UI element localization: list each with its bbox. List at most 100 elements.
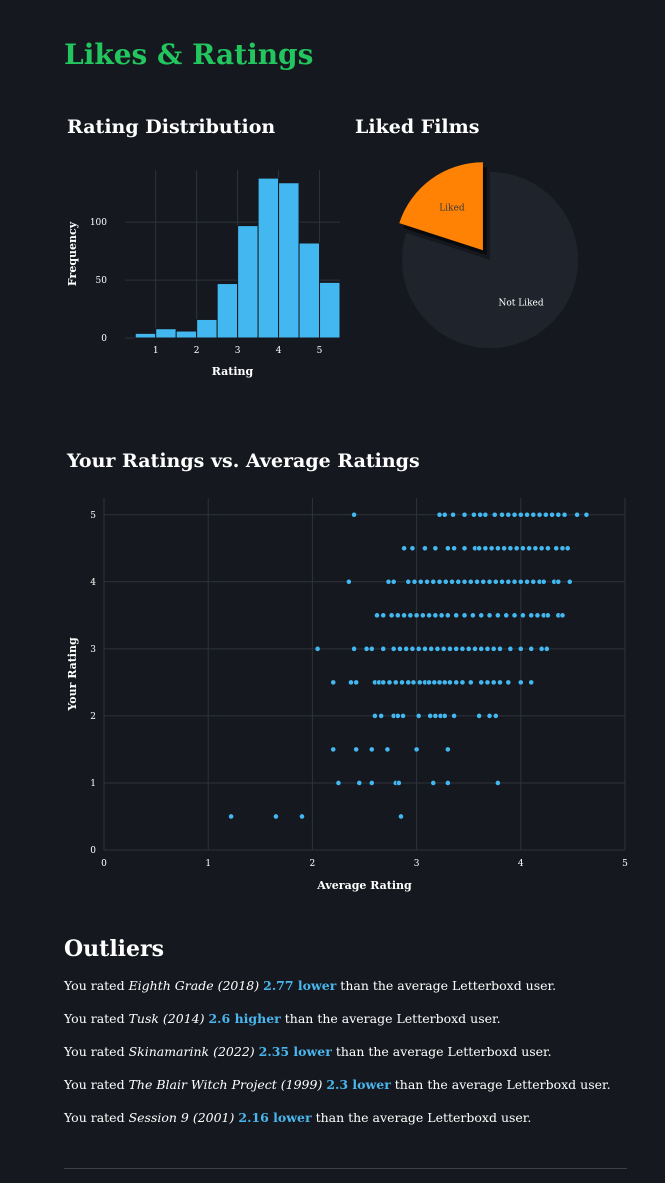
scatter-point [517, 578, 524, 585]
scatter-point [351, 511, 357, 518]
y-tick-label: 50 [96, 276, 108, 286]
scatter-point [417, 578, 424, 585]
scatter-point [459, 645, 466, 652]
scatter-point [530, 511, 537, 518]
scatter-point [499, 511, 505, 518]
x-tick-label: 4 [518, 859, 524, 869]
histogram-bar [278, 182, 300, 339]
scatter-point [438, 612, 445, 619]
scatter-point [444, 746, 451, 753]
x-axis-label: Rating [212, 365, 254, 378]
pie-slice [399, 162, 483, 251]
scatter-point [467, 679, 474, 686]
scatter-point [465, 645, 472, 652]
scatter-point [430, 578, 437, 585]
scatter-point [415, 713, 422, 719]
scatter-point [461, 545, 468, 552]
y-tick-label: 4 [90, 578, 96, 588]
scatter-point [532, 545, 539, 552]
scatter-point [394, 612, 401, 619]
scatter-point [517, 679, 524, 686]
x-tick-label: 1 [205, 859, 211, 869]
scatter-point [583, 511, 590, 518]
scatter-point [472, 645, 478, 652]
scatter-point [415, 645, 422, 652]
scatter-point [524, 511, 530, 518]
outlier-diff: 2.3 lower [326, 1077, 391, 1092]
outlier-item: You rated The Blair Witch Project (1999)… [64, 1077, 644, 1093]
scatter-point [530, 578, 537, 585]
scatter-point [314, 645, 321, 652]
scatter-point [413, 746, 420, 753]
x-tick-label: 0 [101, 859, 107, 869]
scatter-point [451, 713, 458, 719]
scatter-point [549, 511, 555, 518]
scatter-point [497, 645, 503, 652]
scatter-point [444, 780, 451, 786]
scatter-point [228, 813, 235, 820]
scatter-point [499, 578, 505, 585]
scatter-point [469, 612, 476, 619]
scatter-point [482, 511, 489, 518]
scatter-point [395, 780, 402, 786]
scatter-point [351, 645, 357, 652]
scatter-point [368, 645, 375, 652]
scatter-point [397, 645, 403, 652]
outlier-film: Eighth Grade (2018) [128, 978, 260, 993]
scatter-point [335, 780, 342, 786]
scatter-point [484, 679, 491, 686]
outlier-diff: 2.16 lower [238, 1110, 312, 1125]
scatter-point [432, 545, 439, 552]
scatter-point [561, 511, 568, 518]
scatter-point [507, 545, 514, 552]
outlier-prefix: You rated [64, 1110, 125, 1125]
outlier-suffix: than the average Letterboxd user. [335, 1044, 552, 1059]
histogram-bar [319, 281, 341, 339]
outlier-prefix: You rated [64, 1044, 125, 1059]
histogram-bar [257, 177, 280, 339]
scatter-point [394, 713, 401, 719]
scatter-point [330, 746, 337, 753]
scatter-point [555, 511, 562, 518]
x-tick-label: 5 [317, 346, 323, 356]
scatter-point [368, 780, 375, 786]
scatter-point [384, 746, 391, 753]
scatter-point [432, 612, 439, 619]
liked-films-pie: Liked Not Liked [399, 162, 578, 348]
pie-slice-label: Liked [439, 204, 465, 214]
scatter-point [507, 645, 514, 652]
scatter-point [374, 612, 380, 619]
scatter-point [553, 545, 560, 552]
scatter-point [484, 645, 491, 652]
scatter-point [455, 578, 462, 585]
histogram-bar [237, 225, 259, 339]
scatter-point [474, 578, 480, 585]
scatter-point [467, 578, 474, 585]
outlier-item: You rated Eighth Grade (2018) 2.77 lower… [64, 978, 644, 994]
scatter-point [544, 612, 551, 619]
histogram-title: Rating Distribution [67, 116, 276, 138]
histogram-bar [216, 283, 239, 339]
y-tick-label: 2 [90, 712, 96, 722]
outlier-suffix: than the average Letterboxd user. [394, 1077, 611, 1092]
outlier-item: You rated Tusk (2014) 2.6 higher than th… [64, 1011, 644, 1027]
scatter-point [442, 578, 449, 585]
x-tick-label: 5 [622, 859, 628, 869]
y-tick-label: 5 [90, 511, 96, 521]
pie-slice-label: Not Liked [498, 299, 543, 309]
scatter-point [330, 679, 337, 686]
scatter-point [542, 511, 549, 518]
scatter-point [534, 612, 541, 619]
scatter-point [494, 612, 501, 619]
scatter-point [449, 578, 455, 585]
scatter-point [544, 545, 551, 552]
scatter-point [407, 612, 414, 619]
scatter-point [441, 679, 448, 686]
x-tick-label: 1 [153, 346, 159, 356]
scatter-point [345, 578, 352, 585]
scatter-point [478, 645, 485, 652]
scatter-point [453, 612, 460, 619]
scatter-point [478, 612, 485, 619]
scatter-point [538, 545, 545, 552]
